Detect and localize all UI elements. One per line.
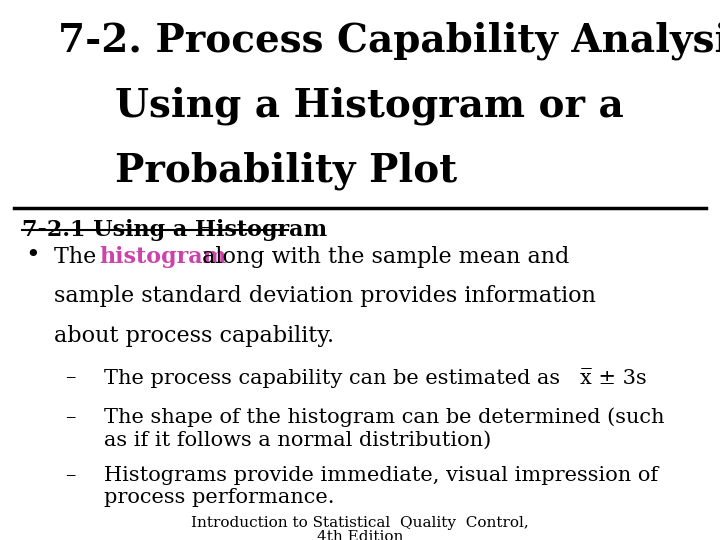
Text: –: – xyxy=(65,466,75,485)
Text: Histograms provide immediate, visual impression of
process performance.: Histograms provide immediate, visual imp… xyxy=(104,466,659,507)
Text: Probability Plot: Probability Plot xyxy=(115,151,457,190)
Text: 7-2.1 Using a Histogram: 7-2.1 Using a Histogram xyxy=(22,219,327,241)
Text: The process capability can be estimated as   x̅ ± 3s: The process capability can be estimated … xyxy=(104,368,647,388)
Text: Using a Histogram or a: Using a Histogram or a xyxy=(115,86,624,125)
Text: 7-2. Process Capability Analysis: 7-2. Process Capability Analysis xyxy=(58,22,720,60)
Text: Introduction to Statistical  Quality  Control,: Introduction to Statistical Quality Cont… xyxy=(191,516,529,530)
Text: –: – xyxy=(65,368,75,387)
Text: –: – xyxy=(65,408,75,427)
Text: 4th Edition: 4th Edition xyxy=(317,530,403,540)
Text: •: • xyxy=(25,244,40,267)
Text: sample standard deviation provides information: sample standard deviation provides infor… xyxy=(54,285,596,307)
Text: histogram: histogram xyxy=(99,246,227,268)
Text: along with the sample mean and: along with the sample mean and xyxy=(195,246,570,268)
Text: The shape of the histogram can be determined (such
as if it follows a normal dis: The shape of the histogram can be determ… xyxy=(104,408,665,449)
Text: The: The xyxy=(54,246,104,268)
Text: about process capability.: about process capability. xyxy=(54,325,334,347)
